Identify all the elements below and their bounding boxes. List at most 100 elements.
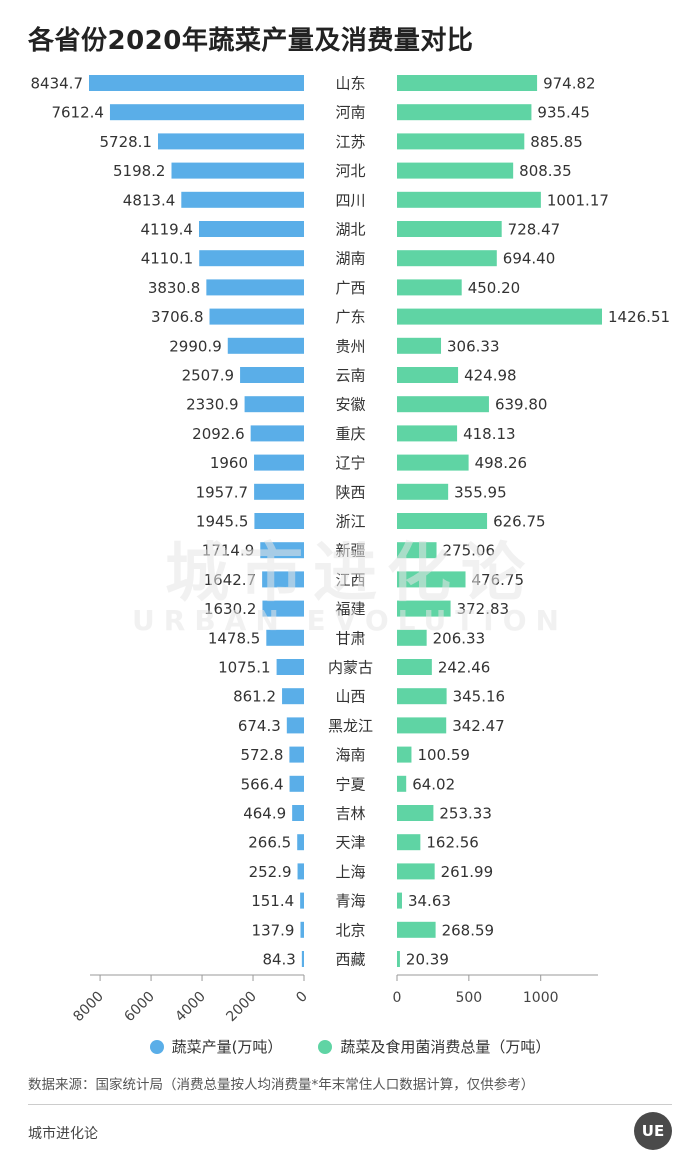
production-bar (254, 513, 304, 529)
chart-legend: 蔬菜产量(万吨） 蔬菜及食用菌消费总量（万吨） (0, 1036, 700, 1057)
production-value-label: 1945.5 (196, 513, 249, 531)
production-bar (254, 483, 304, 500)
production-value-label: 4119.4 (140, 221, 193, 239)
production-value-label: 1630.2 (204, 600, 257, 618)
province-label: 海南 (335, 746, 365, 764)
consumption-value-label: 253.33 (439, 805, 492, 823)
brand-logo: UE (634, 1112, 672, 1150)
legend-dot-production (149, 1039, 164, 1054)
production-bar (266, 629, 304, 646)
production-bar (292, 805, 304, 821)
production-bar (286, 717, 304, 734)
consumption-value-label: 355.95 (454, 483, 507, 501)
production-value-label: 464.9 (243, 805, 286, 823)
consumption-value-label: 974.82 (543, 75, 596, 93)
production-axis-tick-label: 2000 (223, 989, 260, 1026)
consumption-value-label: 694.40 (503, 250, 556, 268)
province-label: 甘肃 (335, 629, 365, 647)
consumption-value-label: 1426.51 (608, 308, 670, 326)
consumption-bar (397, 75, 538, 91)
province-label: 西藏 (335, 951, 365, 969)
production-axis-tick-label: 8000 (70, 989, 107, 1026)
production-value-label: 674.3 (238, 717, 281, 735)
production-value-label: 3706.8 (151, 308, 204, 326)
consumption-bar (397, 863, 435, 880)
production-value-label: 4110.1 (141, 250, 194, 268)
province-label: 四川 (335, 191, 365, 209)
consumption-value-label: 342.47 (452, 717, 505, 735)
province-label: 云南 (335, 367, 365, 385)
consumption-bar (397, 542, 437, 559)
consumption-bar (397, 600, 451, 617)
consumption-value-label: 885.85 (530, 133, 583, 151)
production-bar (181, 191, 304, 208)
consumption-value-label: 935.45 (537, 104, 590, 122)
production-axis-tick-label: 0 (293, 989, 311, 1007)
consumption-value-label: 418.13 (463, 425, 516, 443)
consumption-bar (397, 425, 458, 442)
production-bar (300, 892, 304, 909)
production-bar (262, 600, 304, 617)
consumption-bar (397, 834, 421, 851)
legend-dot-consumption (318, 1039, 333, 1054)
production-bar (209, 308, 304, 325)
consumption-value-label: 306.33 (447, 337, 500, 355)
consumption-value-label: 100.59 (417, 746, 470, 764)
province-label: 青海 (335, 892, 365, 910)
consumption-value-label: 424.98 (464, 367, 517, 385)
consumption-bar (397, 308, 602, 325)
consumption-bar (397, 775, 407, 792)
production-value-label: 1957.7 (196, 483, 249, 501)
production-bar (206, 279, 304, 296)
production-value-label: 137.9 (252, 921, 295, 939)
province-label: 吉林 (335, 805, 365, 823)
consumption-value-label: 345.16 (453, 688, 506, 706)
consumption-value-label: 808.35 (519, 162, 572, 180)
province-label: 新疆 (335, 542, 365, 560)
production-bar (171, 162, 304, 179)
production-bar (250, 425, 304, 442)
province-label: 福建 (335, 600, 365, 618)
province-label: 辽宁 (335, 454, 365, 472)
consumption-value-label: 162.56 (426, 834, 479, 852)
consumption-axis-tick-label: 0 (393, 990, 402, 1006)
consumption-value-label: 275.06 (443, 542, 496, 560)
production-bar (254, 454, 304, 471)
consumption-axis-tick-label: 1000 (523, 990, 559, 1006)
province-label: 陕西 (335, 483, 365, 501)
production-bar (297, 834, 304, 851)
consumption-value-label: 1001.17 (547, 191, 609, 209)
production-value-label: 2990.9 (169, 337, 222, 355)
butterfly-bar-chart: 8434.7 山东 974.82 7612.4 河南 935.45 5728.1 江苏 885.… (31, 75, 671, 1026)
production-bar (89, 75, 304, 91)
province-label: 山西 (335, 688, 365, 706)
production-value-label: 7612.4 (51, 104, 104, 122)
consumption-value-label: 64.02 (412, 775, 455, 793)
production-bar (240, 367, 304, 383)
province-label: 湖北 (335, 221, 365, 239)
consumption-bar (397, 921, 436, 938)
production-value-label: 1960 (210, 454, 248, 472)
consumption-bar (397, 104, 532, 121)
province-label: 宁夏 (335, 775, 365, 793)
consumption-bar (397, 367, 459, 383)
province-label: 北京 (335, 921, 365, 939)
consumption-bar (397, 892, 402, 909)
consumption-value-label: 498.26 (475, 454, 528, 472)
consumption-value-label: 639.80 (495, 396, 548, 414)
consumption-value-label: 476.75 (472, 571, 524, 589)
consumption-bar (397, 746, 412, 763)
consumption-bar (397, 659, 432, 675)
province-label: 江苏 (335, 133, 365, 151)
province-label: 浙江 (335, 513, 365, 531)
production-value-label: 566.4 (241, 775, 284, 793)
legend-item-consumption: 蔬菜及食用菌消费总量（万吨） (318, 1036, 550, 1057)
consumption-bar (397, 513, 488, 529)
province-label: 黑龙江 (328, 717, 373, 735)
production-bar (157, 133, 304, 150)
consumption-value-label: 626.75 (493, 513, 546, 531)
consumption-value-label: 728.47 (508, 221, 561, 239)
production-bar (260, 542, 304, 559)
province-label: 安徽 (335, 396, 365, 414)
consumption-bar (397, 250, 497, 267)
